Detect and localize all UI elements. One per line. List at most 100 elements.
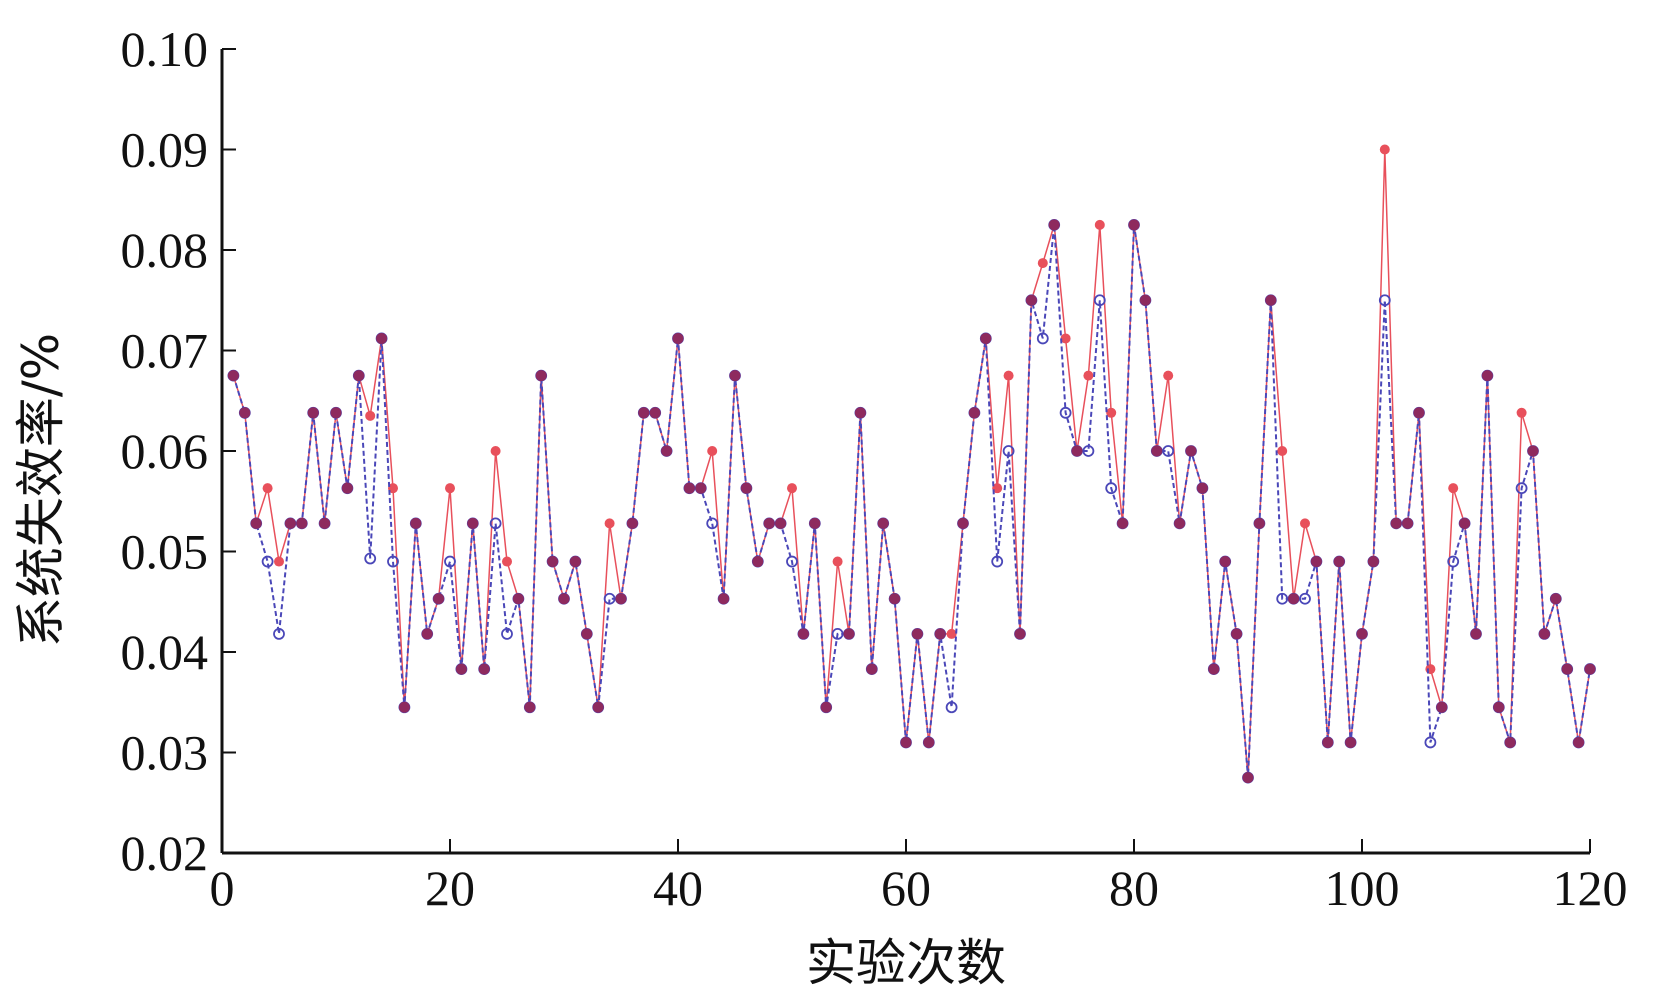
- overlap-point: [330, 407, 342, 419]
- overlap-point: [592, 701, 604, 713]
- series-1-point: [1106, 407, 1117, 418]
- series-1-point: [1516, 407, 1527, 418]
- overlap-point: [1573, 736, 1585, 748]
- overlap-point: [683, 482, 695, 494]
- overlap-point: [911, 628, 923, 640]
- y-tick-label: 0.10: [121, 21, 209, 77]
- series-1-point: [365, 410, 376, 421]
- overlap-point: [1253, 517, 1265, 529]
- overlap-point: [900, 736, 912, 748]
- series-1-point: [946, 628, 957, 639]
- series-2-point: [261, 555, 274, 568]
- overlap-point: [775, 517, 787, 529]
- overlap-point: [1504, 736, 1516, 748]
- overlap-point: [353, 370, 365, 382]
- series-1-point: [1379, 144, 1390, 155]
- y-axis-title: 系统失效率/%: [12, 333, 70, 647]
- overlap-point: [957, 517, 969, 529]
- overlap-point: [1117, 517, 1129, 529]
- overlap-point: [296, 517, 308, 529]
- y-tick-label: 0.08: [121, 222, 209, 278]
- overlap-point: [1185, 445, 1197, 457]
- overlap-point: [809, 517, 821, 529]
- overlap-point: [410, 517, 422, 529]
- y-tick-label: 0.07: [121, 323, 209, 379]
- series-2-point: [706, 517, 719, 530]
- series-1-point: [1003, 370, 1014, 381]
- overlap-point: [558, 593, 570, 605]
- y-tick-label: 0.03: [121, 725, 209, 781]
- overlap-point: [1436, 701, 1448, 713]
- series-1-point: [445, 483, 455, 494]
- overlap-point: [752, 556, 764, 568]
- overlap-point: [740, 482, 752, 494]
- series-2-point: [501, 628, 513, 640]
- overlap-point: [376, 332, 388, 344]
- x-tick-label: 100: [1325, 860, 1400, 916]
- series-1-point: [992, 483, 1003, 494]
- overlap-point: [1310, 556, 1322, 568]
- series-2-point: [364, 552, 377, 565]
- overlap-point: [866, 663, 878, 675]
- series-2-point: [387, 555, 399, 568]
- series-2-point: [1002, 445, 1015, 457]
- series-2-point: [1447, 555, 1460, 568]
- series-1-point: [502, 556, 512, 567]
- y-tick-label: 0.05: [121, 524, 209, 580]
- series-2-point: [1105, 482, 1118, 495]
- x-tick-label: 120: [1553, 860, 1628, 916]
- series-2-point: [1036, 332, 1049, 345]
- series-1-point: [1277, 446, 1288, 456]
- overlap-point: [478, 663, 490, 675]
- series-1-point: [1083, 370, 1094, 381]
- overlap-point: [968, 407, 980, 419]
- series-1-point: [707, 446, 718, 456]
- overlap-point: [1322, 736, 1334, 748]
- overlap-point: [341, 482, 353, 494]
- series-2-line: [232, 224, 1591, 778]
- overlap-point: [1139, 294, 1151, 306]
- overlap-point: [1242, 772, 1254, 784]
- overlap-point: [797, 628, 809, 640]
- y-tick-label: 0.02: [121, 825, 209, 881]
- series-2-point: [603, 592, 616, 605]
- overlap-point: [661, 445, 673, 457]
- overlap-point: [1333, 556, 1345, 568]
- overlap-point: [421, 628, 433, 640]
- series-1-point: [1060, 333, 1071, 344]
- x-tick-label: 80: [1109, 860, 1159, 916]
- x-tick-label: 0: [210, 860, 235, 916]
- series-2-point: [1059, 406, 1072, 419]
- overlap-point: [569, 556, 581, 568]
- series-2-point: [1082, 445, 1095, 457]
- overlap-point: [695, 482, 707, 494]
- overlap-point: [672, 332, 684, 344]
- overlap-point: [638, 407, 650, 419]
- series-2-point: [444, 555, 456, 568]
- overlap-point: [433, 593, 445, 605]
- overlap-point: [1345, 736, 1357, 748]
- overlap-point: [615, 593, 627, 605]
- overlap-point: [1459, 517, 1471, 529]
- overlap-point: [820, 701, 832, 713]
- overlap-point: [934, 628, 946, 640]
- series-1-point: [604, 518, 615, 529]
- series-1-point: [490, 446, 501, 456]
- overlap-point: [1402, 517, 1414, 529]
- series-1-line: [232, 149, 1591, 778]
- overlap-point: [535, 370, 547, 382]
- overlap-point: [1128, 219, 1140, 231]
- overlap-point: [1413, 407, 1425, 419]
- x-tick-label: 40: [653, 860, 703, 916]
- overlap-point: [581, 628, 593, 640]
- x-tick-label: 20: [425, 860, 475, 916]
- overlap-point: [547, 556, 559, 568]
- overlap-point: [467, 517, 479, 529]
- overlap-point: [1231, 628, 1243, 640]
- overlap-point: [1584, 663, 1596, 675]
- overlap-point: [889, 593, 901, 605]
- series-2-point: [786, 555, 798, 568]
- overlap-point: [1288, 593, 1300, 605]
- overlap-point: [923, 736, 935, 748]
- y-ticks: 0.02 0.03 0.04 0.05 0.06 0.07 0.08 0.09 0.10: [121, 21, 236, 881]
